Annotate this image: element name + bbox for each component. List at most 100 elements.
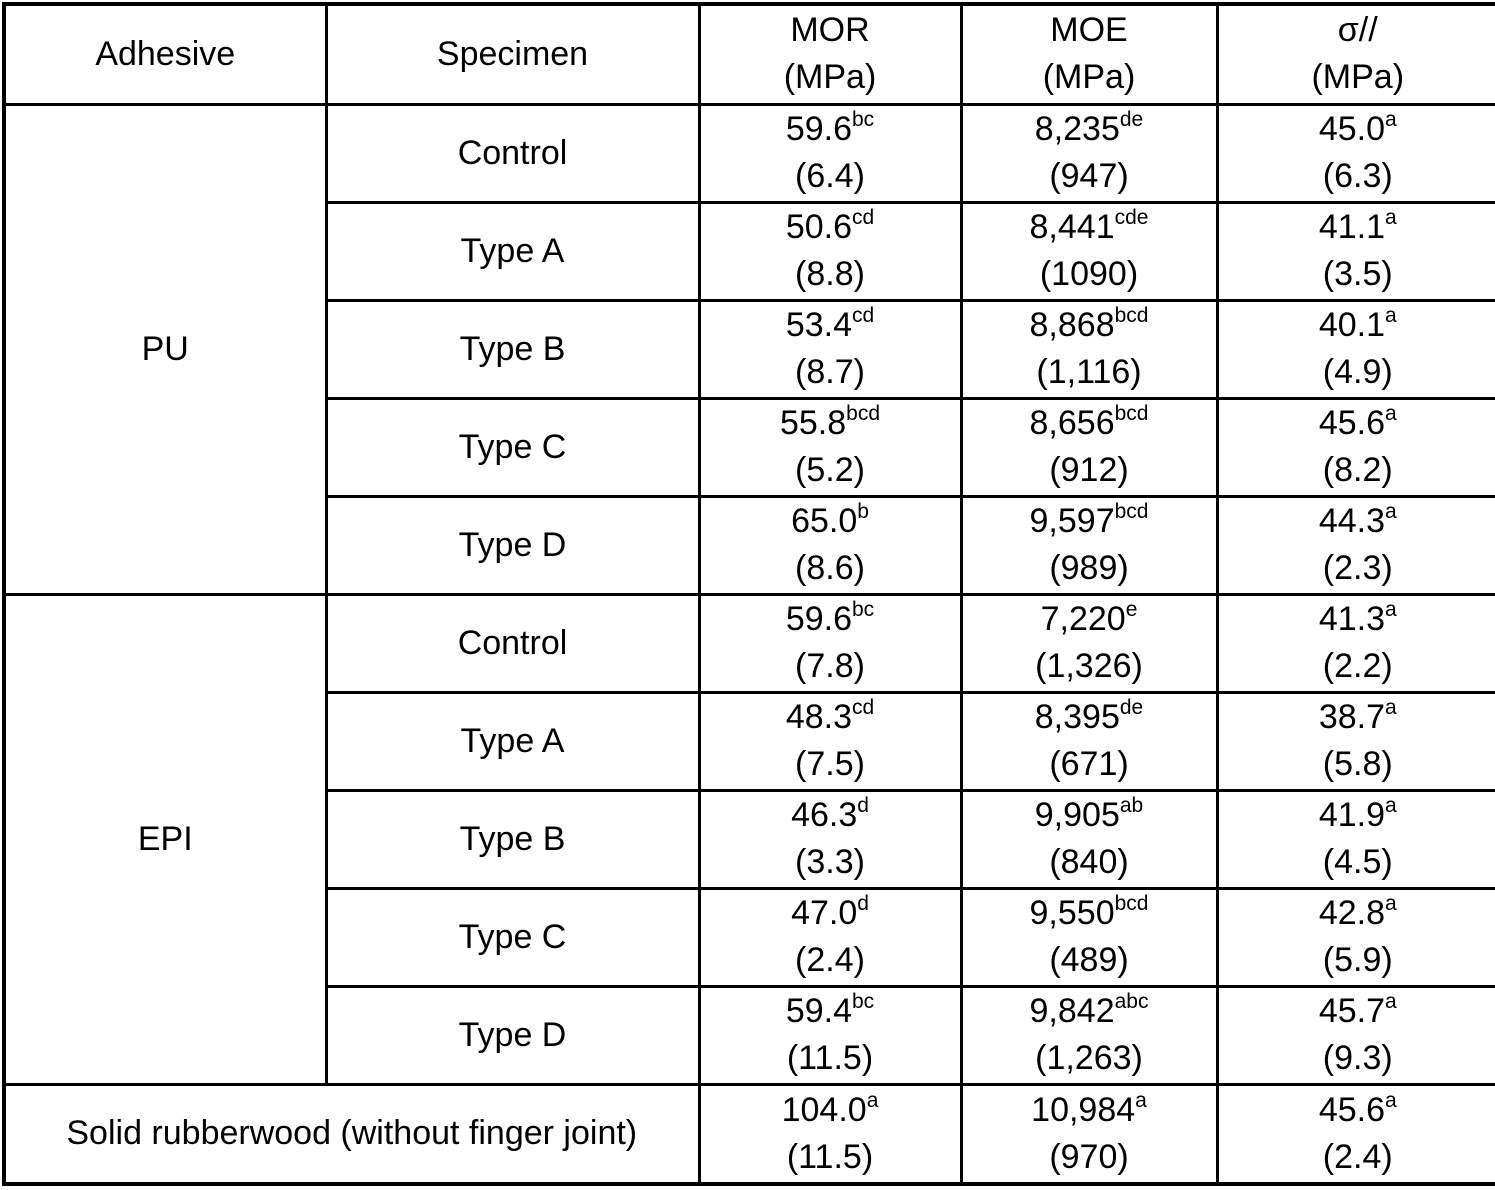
significance-superscript: bcd bbox=[846, 402, 880, 425]
sd-line: (8.2) bbox=[1219, 447, 1495, 494]
sd-line: (989) bbox=[963, 545, 1216, 592]
value-line: 41.3a bbox=[1219, 596, 1495, 643]
col-header-sigma-name: σ// bbox=[1219, 7, 1495, 54]
significance-superscript: de bbox=[1120, 696, 1143, 719]
significance-superscript: a bbox=[1135, 1089, 1147, 1112]
specimen-cell: Type A bbox=[326, 202, 699, 300]
sigma-cell: 41.9a (4.5) bbox=[1217, 790, 1495, 888]
significance-superscript: de bbox=[1120, 108, 1143, 131]
sd-line: (1,326) bbox=[963, 643, 1216, 690]
moe-cell: 7,220e (1,326) bbox=[961, 594, 1217, 692]
sd-line: (2.4) bbox=[701, 937, 960, 984]
sd-line: (7.5) bbox=[701, 741, 960, 788]
col-header-adhesive: Adhesive bbox=[4, 4, 326, 104]
value-line: 7,220e bbox=[963, 596, 1216, 643]
significance-superscript: a bbox=[1385, 304, 1397, 327]
significance-superscript: a bbox=[1385, 892, 1397, 915]
sigma-cell: 41.1a (3.5) bbox=[1217, 202, 1495, 300]
moe-cell: 9,597bcd (989) bbox=[961, 496, 1217, 594]
significance-superscript: bcd bbox=[1115, 304, 1149, 327]
sd-line: (3.3) bbox=[701, 839, 960, 886]
mor-cell: 59.4bc (11.5) bbox=[699, 986, 961, 1084]
sd-line: (489) bbox=[963, 937, 1216, 984]
sd-line: (4.9) bbox=[1219, 349, 1495, 396]
sd-line: (2.3) bbox=[1219, 545, 1495, 592]
significance-superscript: a bbox=[1385, 500, 1397, 523]
value-line: 45.0a bbox=[1219, 106, 1495, 153]
significance-superscript: e bbox=[1126, 598, 1138, 621]
sd-line: (840) bbox=[963, 839, 1216, 886]
value-line: 8,656bcd bbox=[963, 400, 1216, 447]
sd-line: (1,263) bbox=[963, 1035, 1216, 1082]
significance-superscript: a bbox=[1385, 696, 1397, 719]
significance-superscript: a bbox=[1385, 206, 1397, 229]
col-header-mor-name: MOR bbox=[701, 7, 960, 54]
sd-line: (5.2) bbox=[701, 447, 960, 494]
sigma-cell: 45.0a (6.3) bbox=[1217, 104, 1495, 202]
specimen-cell: Type B bbox=[326, 300, 699, 398]
sd-line: (671) bbox=[963, 741, 1216, 788]
sigma-cell: 45.6a (2.4) bbox=[1217, 1084, 1495, 1184]
specimen-cell: Type A bbox=[326, 692, 699, 790]
value-line: 59.6bc bbox=[701, 596, 960, 643]
sigma-cell: 41.3a (2.2) bbox=[1217, 594, 1495, 692]
value-line: 40.1a bbox=[1219, 302, 1495, 349]
table-row: EPI Control 59.6bc (7.8) 7,220e (1,326) … bbox=[4, 594, 1495, 692]
mor-cell: 104.0a (11.5) bbox=[699, 1084, 961, 1184]
value-line: 41.9a bbox=[1219, 792, 1495, 839]
sd-line: (11.5) bbox=[701, 1035, 960, 1082]
specimen-cell: Type B bbox=[326, 790, 699, 888]
significance-superscript: b bbox=[857, 500, 869, 523]
sigma-cell: 40.1a (4.9) bbox=[1217, 300, 1495, 398]
sigma-cell: 45.6a (8.2) bbox=[1217, 398, 1495, 496]
mor-cell: 65.0b (8.6) bbox=[699, 496, 961, 594]
value-line: 45.6a bbox=[1219, 1087, 1495, 1134]
value-line: 8,235de bbox=[963, 106, 1216, 153]
sigma-cell: 42.8a (5.9) bbox=[1217, 888, 1495, 986]
moe-cell: 8,235de (947) bbox=[961, 104, 1217, 202]
adhesive-group-epi: EPI bbox=[4, 594, 326, 1084]
value-line: 41.1a bbox=[1219, 204, 1495, 251]
specimen-cell: Control bbox=[326, 594, 699, 692]
moe-cell: 8,395de (671) bbox=[961, 692, 1217, 790]
mor-cell: 55.8bcd (5.2) bbox=[699, 398, 961, 496]
sd-line: (5.8) bbox=[1219, 741, 1495, 788]
specimen-cell: Control bbox=[326, 104, 699, 202]
value-line: 55.8bcd bbox=[701, 400, 960, 447]
adhesive-group-pu: PU bbox=[4, 104, 326, 594]
significance-superscript: cde bbox=[1115, 206, 1149, 229]
value-line: 8,868bcd bbox=[963, 302, 1216, 349]
moe-cell: 9,550bcd (489) bbox=[961, 888, 1217, 986]
value-line: 44.3a bbox=[1219, 498, 1495, 545]
moe-cell: 8,441cde (1090) bbox=[961, 202, 1217, 300]
sd-line: (6.4) bbox=[701, 153, 960, 200]
mor-cell: 50.6cd (8.8) bbox=[699, 202, 961, 300]
sd-line: (1,116) bbox=[963, 349, 1216, 396]
value-line: 48.3cd bbox=[701, 694, 960, 741]
mor-cell: 46.3d (3.3) bbox=[699, 790, 961, 888]
significance-superscript: a bbox=[1385, 108, 1397, 131]
sigma-cell: 44.3a (2.3) bbox=[1217, 496, 1495, 594]
specimen-cell: Type C bbox=[326, 888, 699, 986]
value-line: 45.7a bbox=[1219, 988, 1495, 1035]
value-line: 53.4cd bbox=[701, 302, 960, 349]
significance-superscript: cd bbox=[852, 206, 874, 229]
sd-line: (947) bbox=[963, 153, 1216, 200]
sd-line: (8.8) bbox=[701, 251, 960, 298]
value-line: 10,984a bbox=[963, 1087, 1216, 1134]
sd-line: (6.3) bbox=[1219, 153, 1495, 200]
specimen-cell: Type D bbox=[326, 496, 699, 594]
header-row: Adhesive Specimen MOR (MPa) MOE (MPa) σ/… bbox=[4, 4, 1495, 104]
solid-rubberwood-label-cell: Solid rubberwood (without finger joint) bbox=[4, 1084, 699, 1184]
value-line: 9,842abc bbox=[963, 988, 1216, 1035]
significance-superscript: bcd bbox=[1115, 402, 1149, 425]
col-header-sigma: σ// (MPa) bbox=[1217, 4, 1495, 104]
specimen-cell: Type C bbox=[326, 398, 699, 496]
table-row-solid-rubberwood: Solid rubberwood (without finger joint) … bbox=[4, 1084, 1495, 1184]
sd-line: (912) bbox=[963, 447, 1216, 494]
significance-superscript: bc bbox=[852, 108, 874, 131]
value-line: 65.0b bbox=[701, 498, 960, 545]
table-row: PU Control 59.6bc (6.4) 8,235de (947) 45… bbox=[4, 104, 1495, 202]
